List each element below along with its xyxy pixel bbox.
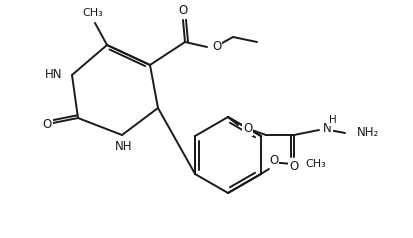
Text: O: O (43, 119, 52, 132)
Text: CH₃: CH₃ (305, 159, 326, 169)
Text: NH₂: NH₂ (357, 127, 379, 139)
Text: N: N (323, 123, 332, 135)
Text: HN: HN (45, 69, 62, 81)
Text: O: O (212, 40, 221, 54)
Text: O: O (290, 159, 299, 173)
Text: O: O (243, 123, 252, 135)
Text: O: O (269, 154, 278, 167)
Text: NH: NH (115, 140, 133, 154)
Text: CH₃: CH₃ (83, 8, 103, 18)
Text: H: H (329, 115, 337, 125)
Text: O: O (178, 5, 188, 18)
